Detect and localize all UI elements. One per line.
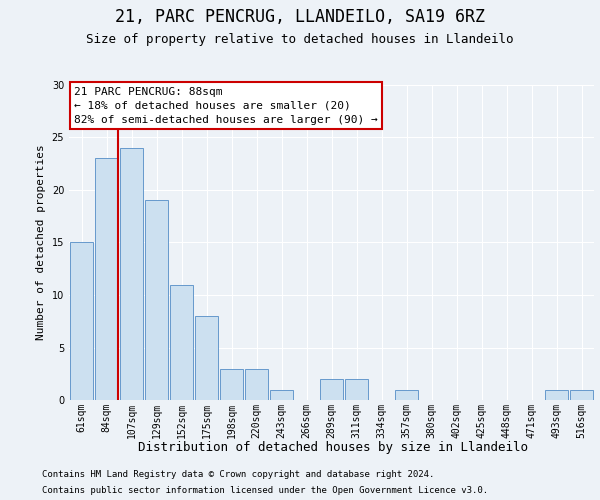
Text: Contains public sector information licensed under the Open Government Licence v3: Contains public sector information licen… xyxy=(42,486,488,495)
Bar xyxy=(120,148,143,400)
Bar xyxy=(570,390,593,400)
Bar xyxy=(320,379,343,400)
Bar xyxy=(545,390,568,400)
Text: Distribution of detached houses by size in Llandeilo: Distribution of detached houses by size … xyxy=(138,441,528,454)
Bar xyxy=(70,242,93,400)
Bar xyxy=(270,390,293,400)
Bar xyxy=(245,368,268,400)
Bar xyxy=(395,390,418,400)
Bar xyxy=(220,368,243,400)
Y-axis label: Number of detached properties: Number of detached properties xyxy=(36,144,46,340)
Bar xyxy=(170,284,193,400)
Bar xyxy=(345,379,368,400)
Bar xyxy=(95,158,118,400)
Bar xyxy=(145,200,168,400)
Bar xyxy=(195,316,218,400)
Text: Size of property relative to detached houses in Llandeilo: Size of property relative to detached ho… xyxy=(86,32,514,46)
Text: 21, PARC PENCRUG, LLANDEILO, SA19 6RZ: 21, PARC PENCRUG, LLANDEILO, SA19 6RZ xyxy=(115,8,485,26)
Text: Contains HM Land Registry data © Crown copyright and database right 2024.: Contains HM Land Registry data © Crown c… xyxy=(42,470,434,479)
Text: 21 PARC PENCRUG: 88sqm
← 18% of detached houses are smaller (20)
82% of semi-det: 21 PARC PENCRUG: 88sqm ← 18% of detached… xyxy=(74,86,378,124)
